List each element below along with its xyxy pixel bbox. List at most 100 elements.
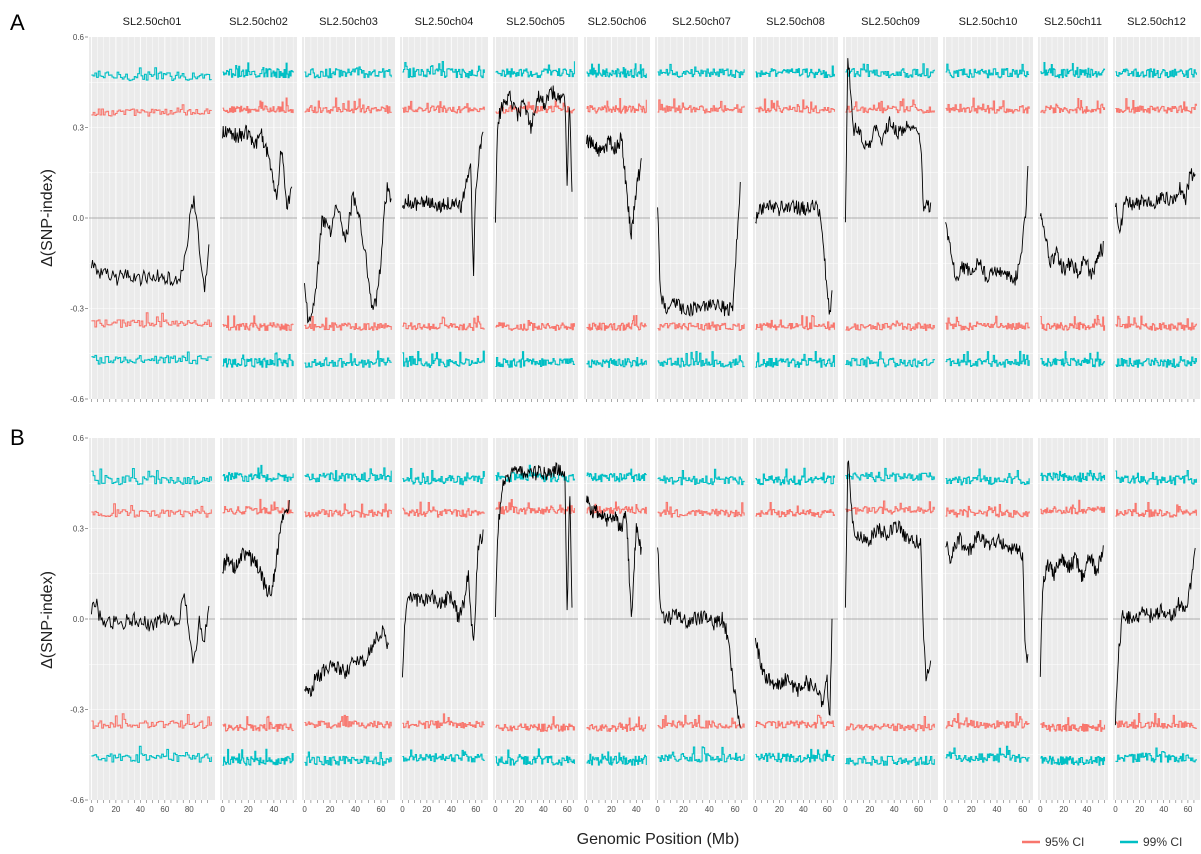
ci95-upper-line — [845, 98, 935, 114]
y-tick-label: 0.6 — [73, 33, 85, 42]
x-tick-label: 40 — [705, 805, 714, 814]
ci95-upper-line — [845, 500, 935, 515]
x-tick-label: 40 — [632, 805, 641, 814]
facet-SL2.50ch06: 0 20 40 — [584, 438, 650, 814]
x-tick-label: 20 — [111, 805, 120, 814]
delta-snp-index-line — [401, 131, 484, 277]
delta-snp-index-line — [844, 460, 932, 682]
facet-strip-label: SL2.50ch12 — [1127, 16, 1186, 28]
facet-strip-label: SL2.50ch06 — [588, 16, 647, 28]
panel-a: A Δ(SNP-index) 0.6 0.3 0.0 -0.3 -0.6 SL2.50ch01… — [10, 10, 1200, 404]
facet-strip-label: SL2.50ch01 — [123, 16, 182, 28]
facet-strip-label: SL2.50ch07 — [672, 16, 731, 28]
delta-snp-index-line — [657, 547, 741, 728]
x-tick-label: 40 — [1159, 805, 1168, 814]
facet-SL2.50ch06: SL2.50ch06 — [584, 16, 650, 402]
facet-strip-label: SL2.50ch09 — [861, 16, 920, 28]
ci99-lower-line — [495, 351, 575, 368]
ci95-upper-line — [402, 501, 485, 518]
x-tick-label: 60 — [914, 805, 923, 814]
x-tick-label: 0 — [493, 805, 498, 814]
ci99-upper-line — [586, 63, 647, 79]
x-tick-label: 60 — [563, 805, 572, 814]
ci99-lower-line — [304, 751, 392, 766]
ci95-lower-line — [845, 320, 935, 331]
facet-SL2.50ch02: 0 20 40 — [220, 438, 297, 814]
ci99-upper-line — [304, 66, 392, 79]
ci99-lower-line — [91, 351, 212, 365]
panel-letter: A — [10, 10, 25, 35]
x-tick-label: 0 — [89, 805, 94, 814]
ci95-lower-line — [91, 713, 212, 729]
x-tick-label: 0 — [1113, 805, 1118, 814]
delta-snp-index-line — [222, 499, 290, 598]
x-tick-label: 40 — [351, 805, 360, 814]
ci95-lower-line — [1040, 315, 1106, 331]
facet-SL2.50ch09: SL2.50ch09 — [843, 16, 938, 402]
x-tick-label: 40 — [269, 805, 278, 814]
ci99-upper-line — [586, 468, 647, 483]
ci95-upper-line — [91, 503, 212, 518]
facet-SL2.50ch05: 0 20 40 60 — [493, 438, 578, 814]
ci99-lower-line — [402, 749, 485, 763]
ci95-upper-line — [755, 98, 835, 114]
y-tick-label: -0.3 — [70, 706, 84, 715]
facet-SL2.50ch12: 0 20 40 60 — [1113, 438, 1200, 814]
ci99-lower-line — [1040, 351, 1106, 368]
panel-letter: B — [10, 425, 25, 450]
x-tick-label: 20 — [679, 805, 688, 814]
ci99-lower-line — [657, 746, 745, 763]
x-tick-label: 60 — [377, 805, 386, 814]
ci99-upper-line — [1040, 62, 1106, 79]
delta-snp-index-line — [754, 618, 833, 717]
y-tick-label: 0.3 — [73, 525, 85, 534]
x-tick-label: 0 — [400, 805, 405, 814]
y-tick-label: -0.3 — [70, 305, 84, 314]
x-tick-label: 60 — [1183, 805, 1192, 814]
facet-SL2.50ch10: 0 20 40 60 — [943, 438, 1033, 814]
ci99-lower-line — [222, 352, 294, 368]
ci99-upper-line — [657, 63, 745, 79]
x-tick-label: 40 — [447, 805, 456, 814]
x-tick-label: 40 — [799, 805, 808, 814]
delta-snp-index-line — [304, 182, 392, 324]
ci95-upper-line — [586, 98, 647, 114]
ci95-lower-line — [586, 716, 647, 732]
ci95-lower-line — [1115, 315, 1197, 331]
ci95-lower-line — [1040, 717, 1106, 732]
delta-snp-index-line — [657, 181, 741, 317]
ci95-upper-line — [222, 97, 294, 114]
x-tick-label: 40 — [993, 805, 1002, 814]
facet-SL2.50ch11: SL2.50ch11 — [1038, 16, 1108, 402]
delta-snp-index-line — [494, 462, 573, 618]
ci95-lower-line — [945, 315, 1030, 331]
facet-SL2.50ch11: 0 20 40 — [1038, 438, 1108, 814]
ci95-upper-line — [222, 498, 294, 515]
ci99-upper-line — [945, 63, 1030, 79]
ci99-upper-line — [657, 468, 745, 486]
ci99-upper-line — [304, 467, 392, 483]
y-tick-label: 0.0 — [73, 615, 85, 624]
ci95-lower-line — [91, 312, 212, 328]
ci99-lower-line — [945, 745, 1030, 763]
ci99-upper-line — [222, 62, 294, 79]
ci95-lower-line — [495, 716, 575, 732]
ci99-lower-line — [755, 350, 835, 368]
x-tick-label: 80 — [185, 805, 194, 814]
ci99-upper-line — [945, 468, 1030, 486]
y-tick-label: 0.6 — [73, 434, 85, 443]
delta-snp-index-line — [945, 530, 1029, 663]
delta-snp-index-line — [755, 199, 833, 315]
delta-snp-index-line — [844, 58, 932, 223]
x-tick-label: 60 — [160, 805, 169, 814]
ci99-upper-line — [1115, 470, 1197, 486]
ci99-lower-line — [657, 350, 745, 368]
ci95-upper-line — [657, 501, 745, 518]
delta-snp-index-line — [90, 195, 210, 293]
facet-strip-label: SL2.50ch11 — [1044, 16, 1102, 28]
ci95-lower-line — [304, 316, 392, 331]
ci95-lower-line — [945, 712, 1030, 729]
ci95-lower-line — [402, 713, 485, 729]
facet-SL2.50ch09: 0 20 40 60 — [843, 438, 938, 814]
panel-b: BΔ(SNP-index)0.60.30.0-0.3-0.60 20 40 60 80 0… — [10, 425, 1200, 814]
